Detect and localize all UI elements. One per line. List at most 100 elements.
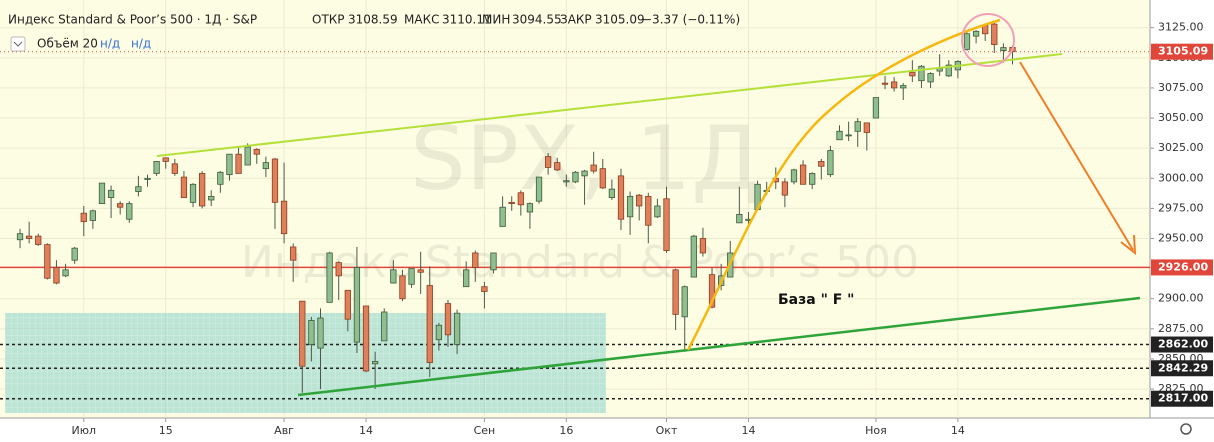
candle-body [972, 30, 980, 37]
candle-body [636, 194, 643, 207]
open-label: ОТКР [312, 13, 345, 27]
candle-body [153, 161, 160, 174]
candle-body [545, 156, 552, 168]
price-tag [1151, 259, 1213, 276]
arc-line [686, 18, 1001, 351]
candle-body [626, 195, 634, 218]
candle-body [208, 195, 215, 201]
candle-body [335, 262, 342, 277]
close-value: 3105.09 [595, 13, 645, 27]
candle-body [963, 33, 971, 50]
y-tick-label: 2900.00 [1158, 292, 1204, 305]
candle-body [62, 269, 69, 277]
candle-body [44, 244, 51, 279]
candle-body [991, 23, 998, 45]
x-tick-label: 14 [741, 424, 755, 437]
x-tick-label: Июл [72, 424, 97, 437]
legend: Индекс Standard & Poor’s 500 · 1Д · S&P … [8, 13, 740, 52]
candle-body [790, 169, 798, 183]
title: Индекс Standard & Poor’s 500 · 1Д · S&P [8, 13, 257, 27]
candle-body [353, 267, 361, 343]
candle-body [280, 200, 288, 235]
candle-body [244, 146, 251, 166]
candle-body [809, 173, 816, 185]
y-tick-label: 3125.00 [1158, 21, 1204, 34]
candle-body [508, 201, 515, 204]
candle-body [608, 188, 616, 198]
y-tick-label: 3050.00 [1158, 111, 1204, 124]
candle-body [681, 286, 688, 318]
watermark-name: Индекс Standard & Poor’s 500 [241, 237, 919, 288]
candle-body [617, 175, 625, 220]
candle-body [144, 177, 151, 180]
candle-body [262, 162, 270, 170]
candle-body [417, 269, 424, 273]
candle-body [654, 205, 661, 218]
candle-body [189, 183, 197, 203]
trend-line [156, 53, 1063, 157]
candle-body [645, 195, 652, 226]
y-tick-label: 3025.00 [1158, 141, 1204, 154]
candle-body [927, 73, 934, 83]
candle-body [107, 189, 115, 198]
arrow-head [1120, 234, 1137, 256]
candle-body [581, 170, 588, 177]
close-label: ЗАКР [560, 13, 592, 27]
candle-body [180, 176, 188, 198]
candle-body [253, 148, 260, 155]
candle-body [572, 171, 579, 183]
high-value: 3110.11 [442, 13, 492, 27]
candle-body [563, 180, 570, 183]
x-tick-label: Сен [474, 424, 496, 437]
candle-body [199, 173, 206, 207]
candle-body [16, 233, 24, 241]
y-tick-label: 3075.00 [1158, 81, 1204, 94]
collapse-button[interactable] [10, 36, 26, 52]
candle-body [362, 305, 370, 372]
candle-body [26, 235, 33, 239]
y-tick-label: 2950.00 [1158, 232, 1204, 245]
candle-body [463, 269, 470, 288]
candle-body [781, 181, 789, 196]
candle-body [481, 286, 488, 292]
candle-body [1000, 47, 1007, 51]
candle-body [390, 269, 397, 284]
candle-body [900, 85, 907, 89]
x-tick-label: Окт [656, 424, 678, 437]
candle-body [736, 214, 743, 224]
candle-body [426, 285, 433, 363]
candle-body [554, 162, 561, 171]
y-tick-label: 3000.00 [1158, 171, 1204, 184]
x-tick-label: 16 [559, 424, 573, 437]
candle-body [526, 203, 534, 213]
candle-body [799, 164, 807, 185]
candle-body [881, 82, 889, 85]
high-label: МАКС [404, 13, 439, 27]
candle-body [854, 121, 861, 132]
x-tick-label: Авг [274, 424, 294, 437]
candle-body [372, 360, 379, 365]
candle-body [235, 153, 242, 174]
volume-value: н/д [131, 37, 151, 51]
candle-body [499, 206, 506, 227]
price-tag-label: 2817.00 [1158, 392, 1208, 405]
candle-body [690, 235, 697, 278]
annotation: База " F " [778, 292, 854, 308]
price-tag [1151, 360, 1213, 377]
candle-body [836, 130, 843, 141]
candle-body [535, 176, 543, 202]
change: −3.37 (−0.11%) [642, 13, 740, 27]
candle-body [909, 71, 916, 77]
candle-body [435, 324, 443, 341]
candle-body [171, 163, 178, 174]
candle-body [80, 212, 87, 223]
low-value: 3094.55 [512, 13, 562, 27]
candle-body [308, 320, 315, 345]
candle-body [827, 150, 834, 176]
candle-body [444, 303, 452, 336]
candle-body [590, 164, 597, 172]
candle-body [271, 158, 279, 203]
settings-button[interactable] [1180, 423, 1192, 435]
volume-label: Объём 20 [37, 37, 98, 51]
